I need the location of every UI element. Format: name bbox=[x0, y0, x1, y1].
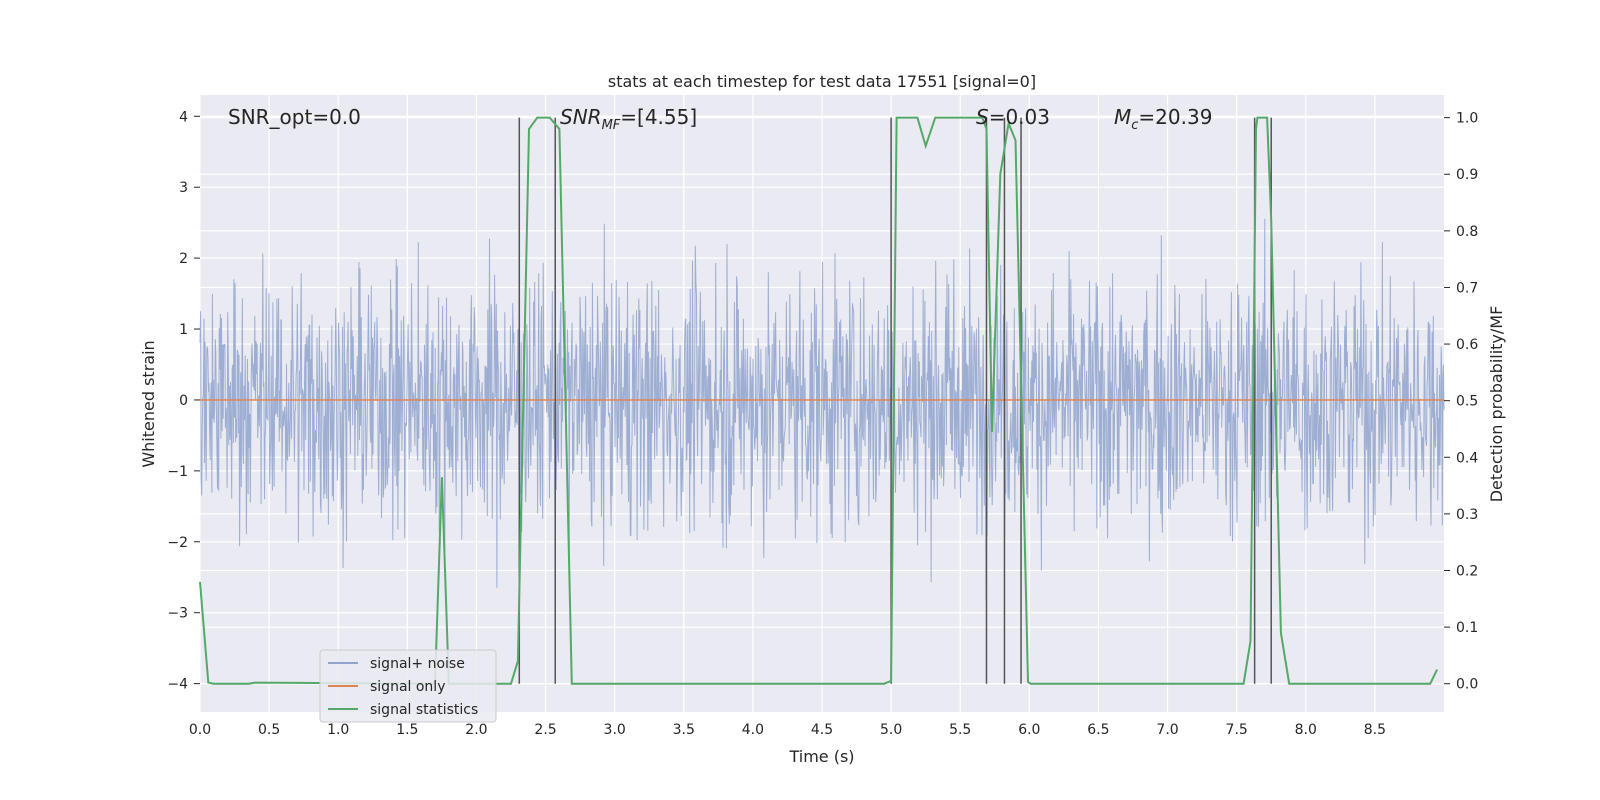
snr-mf-annotation: SNRMF=[4.55] bbox=[560, 105, 697, 133]
x-tick-label: 7.5 bbox=[1226, 722, 1248, 738]
y-tick-label: −2 bbox=[167, 535, 188, 551]
mc-main: M bbox=[1114, 105, 1131, 129]
x-tick-label: 3.5 bbox=[673, 722, 695, 738]
x-tick-label: 5.5 bbox=[949, 722, 971, 738]
y-tick-label: 0 bbox=[179, 393, 188, 409]
y-tick-label: 4 bbox=[179, 109, 188, 125]
y-tick-label: 2 bbox=[179, 251, 188, 267]
signal-noise-line bbox=[199, 218, 1445, 601]
y-right-axis-ticks: 0.0 0.1 0.2 0.3 0.4 0.5 0.6 0.7 0.8 0.9 1.0 bbox=[1444, 111, 1478, 693]
y-tick-label: −1 bbox=[167, 464, 188, 480]
x-tick-label: 7.0 bbox=[1156, 722, 1178, 738]
x-axis-ticks: 0.0 0.5 1.0 1.5 2.0 2.5 3.0 3.5 4.0 4.5 5.0 5.5 6.0 6… bbox=[189, 722, 1386, 738]
x-tick-label: 8.5 bbox=[1364, 722, 1386, 738]
y-right-tick-label: 0.1 bbox=[1456, 620, 1478, 636]
y-right-tick-label: 0.5 bbox=[1456, 394, 1478, 410]
s-main: S bbox=[976, 105, 989, 129]
s-value: =0.03 bbox=[989, 105, 1050, 129]
y-right-tick-label: 0.9 bbox=[1456, 167, 1478, 183]
y-right-tick-label: 0.0 bbox=[1456, 677, 1478, 693]
y-axis-label: Whitened strain bbox=[139, 340, 158, 467]
legend-label-signal-noise: signal+ noise bbox=[370, 656, 465, 672]
x-tick-label: 2.5 bbox=[534, 722, 556, 738]
mc-value: =20.39 bbox=[1138, 105, 1212, 129]
y-tick-label: −4 bbox=[167, 677, 188, 693]
legend-label-signal-only: signal only bbox=[370, 679, 445, 695]
mc-sub: c bbox=[1131, 118, 1138, 133]
x-tick-label: 0.5 bbox=[258, 722, 280, 738]
legend: signal+ noise signal only signal statist… bbox=[319, 649, 497, 723]
s-annotation: S=0.03 bbox=[976, 105, 1050, 129]
y-right-tick-label: 0.8 bbox=[1456, 224, 1478, 240]
x-tick-label: 5.0 bbox=[880, 722, 902, 738]
x-tick-label: 6.0 bbox=[1018, 722, 1040, 738]
x-tick-label: 2.0 bbox=[465, 722, 487, 738]
x-tick-label: 4.5 bbox=[811, 722, 833, 738]
legend-box bbox=[319, 649, 497, 723]
y-right-tick-label: 1.0 bbox=[1456, 111, 1478, 127]
signal-noise-series bbox=[199, 218, 1445, 601]
x-tick-label: 0.0 bbox=[189, 722, 211, 738]
snr-mf-main: SNR bbox=[560, 105, 602, 129]
x-tick-label: 8.0 bbox=[1295, 722, 1317, 738]
x-tick-label: 1.0 bbox=[327, 722, 349, 738]
chart-title: stats at each timestep for test data 175… bbox=[608, 72, 1036, 91]
x-tick-label: 6.5 bbox=[1087, 722, 1109, 738]
y-right-axis-label: Detection probability/MF bbox=[1487, 306, 1506, 503]
x-tick-label: 3.0 bbox=[604, 722, 626, 738]
x-tick-label: 4.0 bbox=[742, 722, 764, 738]
snr-mf-value: =[4.55] bbox=[620, 105, 697, 129]
y-right-tick-label: 0.7 bbox=[1456, 280, 1478, 296]
snr-mf-sub: MF bbox=[602, 118, 621, 133]
y-axis-ticks: −4 −3 −2 −1 0 1 2 3 4 bbox=[167, 109, 200, 693]
y-right-tick-label: 0.4 bbox=[1456, 450, 1478, 466]
y-right-tick-label: 0.2 bbox=[1456, 563, 1478, 579]
y-tick-label: −3 bbox=[167, 606, 188, 622]
x-tick-label: 1.5 bbox=[396, 722, 418, 738]
snr-opt-annotation: SNR_opt=0.0 bbox=[228, 105, 361, 129]
legend-label-signal-statistics: signal statistics bbox=[370, 702, 478, 718]
x-axis-label: Time (s) bbox=[788, 747, 854, 766]
y-right-tick-label: 0.3 bbox=[1456, 507, 1478, 523]
y-right-tick-label: 0.6 bbox=[1456, 337, 1478, 353]
y-tick-label: 3 bbox=[179, 180, 188, 196]
y-tick-label: 1 bbox=[179, 322, 188, 338]
mc-annotation: Mc=20.39 bbox=[1114, 105, 1212, 133]
